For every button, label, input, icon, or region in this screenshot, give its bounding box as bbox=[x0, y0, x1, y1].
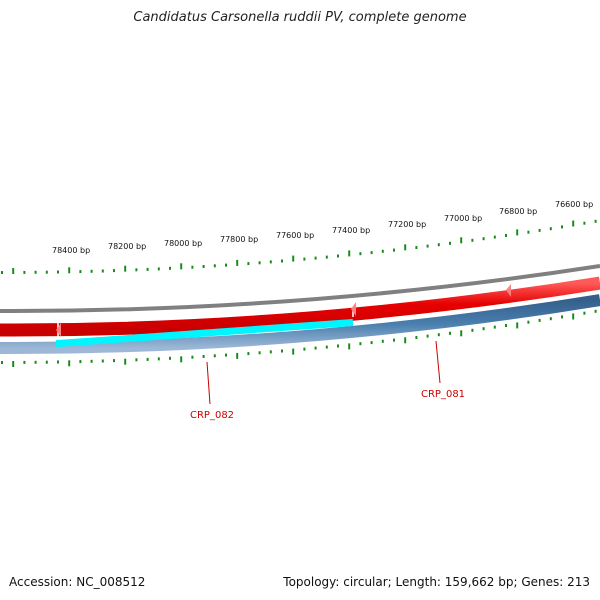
ruler-label-76600: 76600 bp bbox=[555, 200, 593, 209]
ruler-label-78000: 78000 bp bbox=[164, 239, 202, 248]
gene-label-CRP-081: CRP_081 bbox=[421, 389, 465, 400]
outer-tick-row bbox=[1, 219, 597, 274]
ruler-label-77400: 77400 bp bbox=[332, 226, 370, 235]
gene-CRP-082-highlight bbox=[55, 319, 354, 348]
ruler-label-77200: 77200 bp bbox=[388, 220, 426, 229]
ruler-label-78200: 78200 bp bbox=[108, 242, 146, 251]
inner-tick-row bbox=[1, 309, 597, 367]
backbone-arc bbox=[0, 264, 600, 314]
forward-strand-arc bbox=[0, 276, 600, 337]
forward-gene-arrowhead bbox=[56, 323, 61, 337]
ruler-label-77800: 77800 bp bbox=[220, 235, 258, 244]
gene-label-CRP-082: CRP_082 bbox=[190, 410, 234, 421]
accession-text: Accession: NC_008512 bbox=[9, 575, 146, 589]
map-title: Candidatus Carsonella ruddii PV, complet… bbox=[133, 10, 467, 25]
forward-gene-arrowhead bbox=[506, 284, 511, 297]
ruler-labels: 78400 bp 78200 bp 78000 bp 77800 bp 7760… bbox=[52, 200, 593, 255]
ruler-label-76800: 76800 bp bbox=[499, 207, 537, 216]
gene-label-leader-CRP-082 bbox=[206, 361, 211, 405]
reverse-strand-arc bbox=[0, 294, 600, 355]
ruler-label-78400: 78400 bp bbox=[52, 246, 90, 255]
gene-label-leader-CRP-081 bbox=[435, 340, 441, 384]
ruler-label-77600: 77600 bp bbox=[276, 231, 314, 240]
forward-gene-arrowhead bbox=[351, 302, 356, 316]
genome-summary-text: Topology: circular; Length: 159,662 bp; … bbox=[283, 575, 590, 589]
ruler-label-77000: 77000 bp bbox=[444, 214, 482, 223]
